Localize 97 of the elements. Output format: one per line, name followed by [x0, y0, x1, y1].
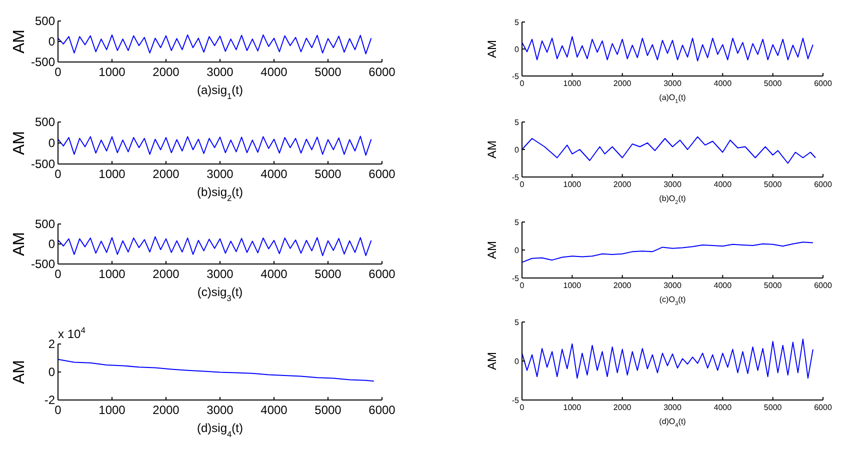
y-tick-label: -500 [30, 257, 56, 272]
line-series [58, 358, 374, 382]
x-tick-label: 6000 [814, 281, 832, 290]
x-tick-label: 1000 [563, 403, 582, 412]
x-tick-label: 2000 [613, 79, 632, 88]
x-tick-label: 3000 [206, 65, 234, 79]
line-series [522, 136, 816, 164]
x-tick-label: 2000 [152, 167, 180, 181]
y-tick-label: -500 [30, 157, 56, 172]
x-tick-label: 6000 [368, 65, 396, 79]
x-tick-label: 2000 [613, 180, 632, 189]
x-tick-label: 4000 [260, 267, 288, 281]
y-tick-label: -500 [30, 55, 56, 70]
x-axis-title: (a)sig$_{1}$(t) [196, 83, 244, 101]
x-tick-label: 3000 [206, 167, 234, 181]
x-tick-label: 5000 [314, 167, 342, 181]
x-tick-label: 2000 [152, 65, 180, 79]
y-tick-label: 5 [514, 318, 520, 327]
x-tick-label: 5000 [764, 79, 782, 88]
y-tick-label: 2 [48, 337, 56, 352]
x-tick-label: 2000 [613, 281, 632, 290]
x-tick-label: 1000 [563, 79, 582, 88]
x-tick-label: 3000 [664, 79, 682, 88]
y-tick-label: -5 [512, 274, 520, 283]
y-tick-label: -5 [512, 72, 520, 81]
x-axis-title: (d)sig$_{4}$(t) [196, 421, 244, 439]
x-tick-label: 2000 [613, 403, 632, 412]
y-tick-label: 0 [48, 34, 56, 49]
x-tick-label: 6000 [814, 403, 832, 412]
x-tick-label: 6000 [368, 403, 396, 417]
x-tick-label: 3000 [664, 281, 682, 290]
y-axis-title: AM [11, 360, 28, 384]
y-axis-title: AM [485, 240, 499, 259]
x-tick-label: 1000 [98, 167, 126, 181]
y-axis-title: AM [11, 131, 28, 155]
line-series [522, 242, 814, 263]
x-tick-label: 5000 [764, 180, 782, 189]
x-axis-title: (a)O$_{1}$(t) [659, 93, 686, 105]
x-tick-label: 4000 [714, 79, 732, 88]
x-tick-label: 4000 [260, 167, 288, 181]
x-tick-label: 5000 [314, 267, 342, 281]
y-tick-label: 0 [514, 44, 520, 54]
y-axis-title: AM [11, 232, 28, 256]
x-tick-label: 1000 [563, 281, 582, 290]
y-axis-title: AM [11, 30, 28, 54]
x-tick-label: 3000 [206, 403, 234, 417]
y-axis-title: AM [485, 40, 499, 58]
x-tick-label: 6000 [814, 180, 832, 189]
x-tick-label: 2000 [152, 403, 180, 417]
x-tick-label: 3000 [206, 267, 234, 281]
y-tick-label: 5 [514, 218, 520, 227]
x-tick-label: 4000 [714, 281, 732, 290]
y-tick-label: 500 [34, 14, 56, 28]
y-tick-label: 0 [514, 145, 520, 154]
y-tick-label: 0 [48, 237, 56, 252]
x-tick-label: 1000 [98, 403, 126, 417]
line-series [58, 236, 372, 256]
x-axis-title: (b)sig$_{2}$(t) [196, 185, 244, 203]
y-tick-label: 0 [514, 356, 520, 366]
x-tick-label: 4000 [714, 403, 732, 412]
y-tick-label: 0 [48, 365, 56, 380]
x-tick-label: 1000 [98, 65, 126, 79]
x-axis-title: (c)sig$_{3}$(t) [197, 285, 243, 303]
y-axis-title: AM [485, 352, 499, 370]
x-tick-label: 2000 [152, 267, 180, 281]
text: x 10$^{4}$ [58, 325, 86, 341]
x-tick-label: 1000 [98, 267, 126, 281]
line-series [58, 136, 372, 156]
x-tick-label: 5000 [314, 65, 342, 79]
x-tick-label: 1000 [563, 180, 582, 189]
x-axis-title: (b)O$_{2}$(t) [659, 194, 686, 206]
x-axis-title: (c)O$_{3}$(t) [659, 295, 686, 307]
line-series [58, 34, 372, 54]
x-tick-label: 6000 [814, 79, 832, 88]
y-tick-label: 0 [48, 136, 56, 150]
y-tick-label: 0 [514, 246, 520, 255]
x-tick-label: 4000 [714, 180, 732, 189]
y-tick-label: -2 [44, 393, 56, 408]
x-tick-label: 3000 [664, 403, 682, 412]
x-tick-label: 4000 [260, 65, 288, 79]
x-tick-label: 5000 [314, 403, 342, 417]
y-tick-label: 5 [514, 18, 520, 27]
y-tick-label: 500 [34, 115, 56, 130]
y-tick-label: -5 [512, 396, 520, 405]
x-tick-label: 3000 [664, 180, 682, 189]
x-tick-label: 6000 [368, 167, 396, 181]
x-axis-title: (d)O$_{4}$(t) [659, 417, 686, 429]
line-series [522, 338, 814, 379]
x-tick-label: 5000 [764, 281, 782, 290]
y-tick-label: 5 [514, 118, 520, 127]
y-tick-label: -5 [512, 172, 520, 182]
x-tick-label: 5000 [764, 403, 782, 412]
y-axis-title: AM [485, 140, 499, 158]
x-tick-label: 6000 [368, 267, 396, 281]
x-tick-label: 4000 [260, 403, 288, 417]
y-tick-label: 500 [34, 217, 56, 232]
line-series [522, 36, 814, 62]
